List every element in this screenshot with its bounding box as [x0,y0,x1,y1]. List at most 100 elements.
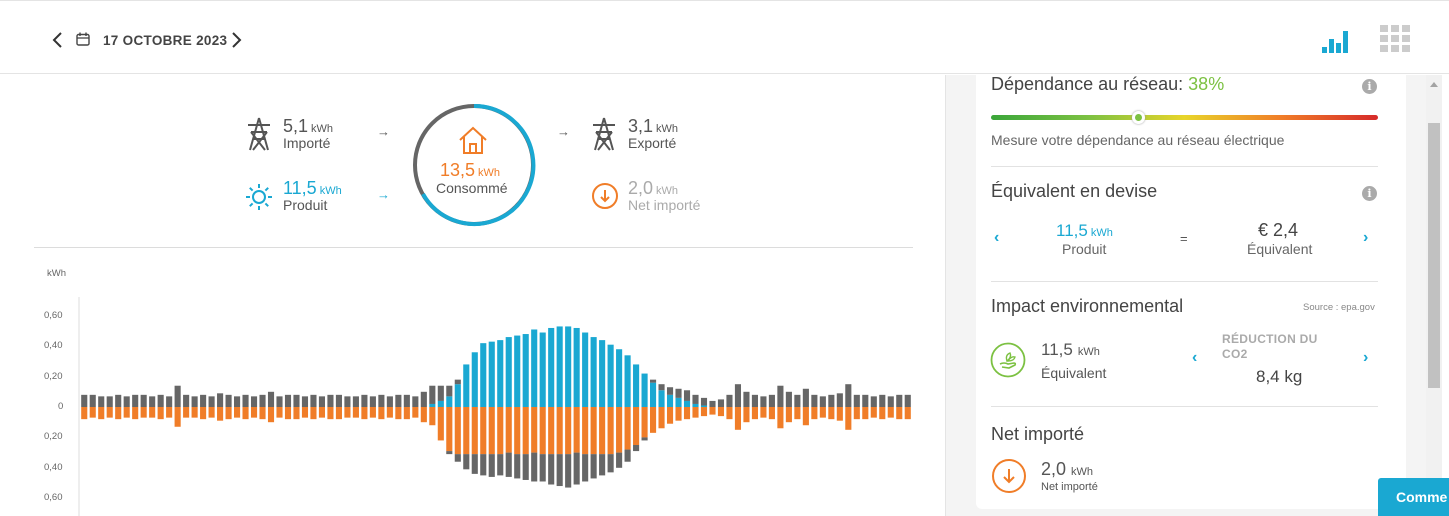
chart-bar[interactable] [658,390,665,407]
chart-bar[interactable] [497,454,504,476]
chart-bar[interactable] [310,407,317,420]
chart-bar[interactable] [811,394,818,407]
chart-bar[interactable] [81,394,88,407]
chart-bar[interactable] [599,340,606,407]
chart-bar[interactable] [471,352,478,407]
info-icon[interactable]: i [1362,186,1377,201]
chart-bar[interactable] [191,407,198,418]
chart-bar[interactable] [717,399,725,407]
chart-bar[interactable] [548,407,555,455]
chart-bar[interactable] [573,327,580,407]
chart-bar[interactable] [734,407,742,430]
chart-bar[interactable] [633,364,640,407]
chart-bar[interactable] [785,407,792,423]
chart-bar[interactable] [692,394,699,404]
chart-bar[interactable] [463,364,470,407]
chart-bar[interactable] [548,454,555,485]
chart-bar[interactable] [904,407,911,420]
chevron-right-icon[interactable] [228,29,244,51]
chart-bar[interactable] [301,396,309,407]
chart-bar[interactable] [259,407,266,420]
comment-button[interactable]: Comme [1378,478,1449,516]
chart-bar[interactable] [819,396,826,407]
chart-bar[interactable] [505,407,512,453]
chart-bar[interactable] [437,400,444,407]
chart-bar[interactable] [539,454,546,482]
chart-bar[interactable] [386,396,393,407]
chart-bar[interactable] [208,407,215,418]
chart-bar[interactable] [531,329,538,407]
chart-bar[interactable] [658,384,665,391]
chart-bar[interactable] [514,335,521,407]
chart-bar[interactable] [352,396,359,407]
chart-bar[interactable] [539,332,546,407]
chart-bar[interactable] [709,400,716,407]
scrollbar-thumb[interactable] [1428,123,1440,388]
info-icon[interactable]: i [1362,79,1377,94]
chart-bar[interactable] [700,405,708,407]
chevron-right-icon[interactable]: › [1363,229,1369,246]
chart-bar[interactable] [115,394,122,407]
chart-bar[interactable] [412,396,419,407]
chart-bar[interactable] [565,326,572,407]
chart-bar[interactable] [777,385,784,407]
chart-bar[interactable] [616,349,623,407]
chart-bar[interactable] [777,407,784,429]
chart-bar[interactable] [751,394,758,407]
chart-bar[interactable] [658,407,665,429]
chart-bar[interactable] [437,385,444,401]
chart-bar[interactable] [327,407,334,420]
chart-bar[interactable] [429,407,436,426]
chart-bar[interactable] [132,394,139,407]
chart-bar[interactable] [624,407,631,450]
chart-bar[interactable] [352,407,359,418]
chart-bar[interactable] [565,454,572,488]
chart-bar[interactable] [293,394,300,407]
chart-bar[interactable] [497,340,504,407]
chart-bar[interactable] [471,454,478,474]
chart-bar[interactable] [335,394,342,407]
chart-bar[interactable] [505,337,512,407]
chart-bar[interactable] [242,394,249,407]
chart-bar[interactable] [683,407,691,420]
chart-bar[interactable] [115,407,122,420]
chart-bar[interactable] [480,407,487,455]
chart-bar[interactable] [700,397,708,406]
chart-bar[interactable] [811,407,818,420]
chart-bar[interactable] [191,396,198,407]
chart-bar[interactable] [89,407,96,418]
chart-bar[interactable] [267,407,275,423]
chart-bar[interactable] [446,385,453,397]
chart-bar[interactable] [166,396,173,407]
chart-bar[interactable] [726,407,733,420]
chart-bar[interactable] [98,407,105,420]
chart-bar[interactable] [378,407,385,420]
chart-bar[interactable] [437,407,444,441]
chart-bar[interactable] [692,407,699,418]
chart-bar[interactable] [522,334,529,407]
chart-bar[interactable] [454,407,461,455]
chart-bar[interactable] [743,407,750,423]
chart-bar[interactable] [624,355,631,407]
chart-bar[interactable] [174,407,181,427]
chart-bar[interactable] [582,454,589,482]
chart-bar[interactable] [768,394,775,407]
chart-bar[interactable] [98,396,105,407]
chart-bar[interactable] [488,407,495,455]
chart-bar[interactable] [284,407,292,420]
chart-bar[interactable] [454,379,461,385]
chart-bar[interactable] [200,394,207,407]
chart-bar[interactable] [870,396,877,407]
chart-bar[interactable] [429,403,436,407]
chart-bar[interactable] [794,407,801,420]
chart-bar[interactable] [267,391,275,407]
chart-bar[interactable] [403,394,410,407]
chart-bar[interactable] [556,326,563,407]
chart-bar[interactable] [157,394,164,407]
chart-bar[interactable] [641,437,648,441]
chart-bar[interactable] [845,407,852,430]
chart-bar[interactable] [802,388,809,407]
chart-bar[interactable] [556,407,563,455]
bar-chart-icon[interactable] [1320,23,1350,53]
chart-bar[interactable] [106,396,113,407]
